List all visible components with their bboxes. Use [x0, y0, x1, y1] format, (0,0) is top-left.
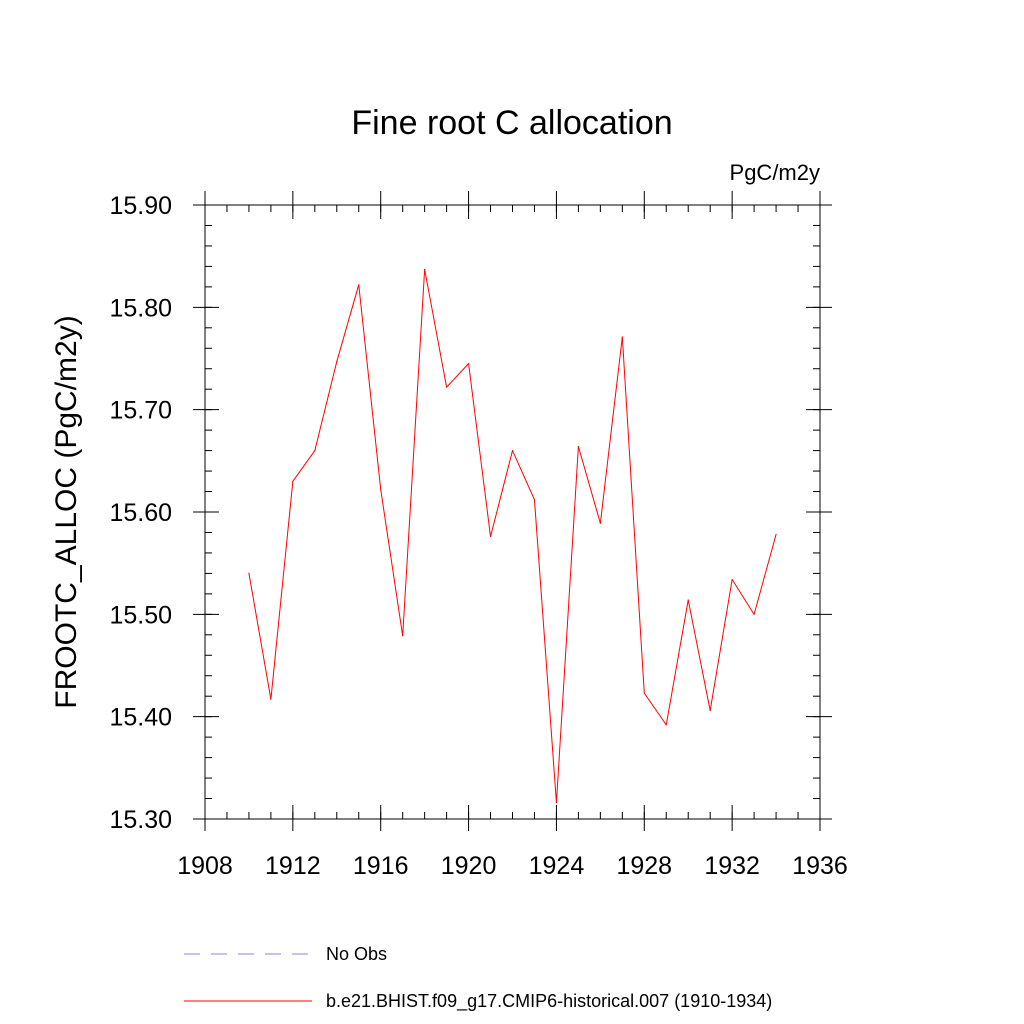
x-tick-label: 1908 — [177, 852, 233, 880]
data-point — [402, 635, 404, 637]
series-line-segment — [336, 284, 360, 362]
data-point — [314, 450, 316, 452]
data-point — [599, 522, 601, 524]
x-tick-label: 1928 — [616, 852, 672, 880]
x-tick-label: 1936 — [792, 852, 848, 880]
series-line-segment — [490, 450, 513, 537]
legend-label-0: No Obs — [326, 944, 387, 964]
data-point — [292, 480, 294, 482]
data-point — [270, 698, 272, 700]
x-tick-label: 1912 — [265, 852, 321, 880]
legend: No Obs b.e21.BHIST.f09_g17.CMIP6-historic… — [184, 944, 772, 1012]
series-0 — [248, 268, 777, 804]
series-line-segment — [292, 450, 316, 482]
series-line-segment — [687, 599, 711, 711]
data-point — [753, 613, 755, 615]
y-tick-label: 15.70 — [109, 397, 172, 425]
x-tick-label: 1916 — [353, 852, 409, 880]
units-label: PgC/m2y — [730, 160, 820, 185]
y-axis-title: FROOTC_ALLOC (PgC/m2y) — [50, 315, 83, 708]
chart-title: Fine root C allocation — [351, 104, 672, 142]
data-point — [533, 499, 536, 501]
series-line-segment — [731, 579, 755, 615]
data-point — [621, 336, 623, 338]
series-line-segment — [709, 579, 733, 711]
y-tick-label: 15.80 — [109, 294, 172, 322]
data-point — [358, 284, 360, 286]
x-tick-labels: 1908 1912 1916 1920 1924 1928 1932 1936 — [177, 852, 848, 880]
data-point — [248, 572, 250, 575]
y-tick-label: 15.90 — [109, 192, 172, 220]
data-point — [380, 488, 382, 491]
major-ticks — [193, 191, 832, 831]
series-line-segment — [599, 336, 623, 524]
y-tick-label: 15.30 — [109, 806, 172, 834]
data-point — [555, 802, 558, 804]
data-point — [467, 363, 470, 365]
data-point — [709, 709, 711, 712]
series-line-segment — [380, 489, 404, 636]
legend-label-1: b.e21.BHIST.f09_g17.CMIP6-historical.007… — [326, 991, 772, 1012]
series-line-segment — [753, 534, 777, 615]
data-point — [731, 578, 733, 581]
data-point — [577, 445, 579, 448]
series-line-segment — [314, 361, 338, 451]
series-line-segment — [446, 363, 469, 388]
plot-frame — [204, 204, 821, 820]
minor-ticks — [204, 204, 821, 820]
data-point — [643, 692, 645, 694]
series-lines — [248, 268, 777, 804]
x-tick-label: 1924 — [529, 852, 585, 880]
data-point — [775, 533, 777, 536]
series-line-segment — [248, 573, 272, 700]
data-point — [424, 268, 426, 271]
x-tick-label: 1932 — [704, 852, 760, 880]
x-tick-label: 1920 — [441, 852, 497, 880]
series-line-segment — [270, 481, 294, 700]
y-tick-label: 15.60 — [109, 499, 172, 527]
series-line-segment — [424, 269, 448, 388]
data-point — [446, 386, 448, 388]
series-line-segment — [643, 692, 667, 726]
data-point — [489, 535, 492, 538]
series-line-segment — [512, 450, 535, 500]
series-line-segment — [468, 363, 492, 537]
series-line-segment — [577, 446, 601, 524]
data-point — [336, 360, 338, 363]
y-tick-labels: 15.30 15.40 15.50 15.60 15.70 15.80 15.90 — [109, 192, 172, 834]
series-line-segment — [555, 446, 579, 803]
series-line-segment — [533, 499, 557, 803]
data-point — [511, 450, 514, 452]
data-point — [665, 724, 667, 726]
data-point — [687, 599, 689, 601]
series-line-segment — [665, 599, 689, 725]
y-tick-label: 15.40 — [109, 704, 172, 732]
series-line-segment — [621, 336, 645, 694]
series-line-segment — [402, 269, 426, 636]
series-line-segment — [358, 284, 382, 490]
y-tick-label: 15.50 — [109, 601, 172, 629]
